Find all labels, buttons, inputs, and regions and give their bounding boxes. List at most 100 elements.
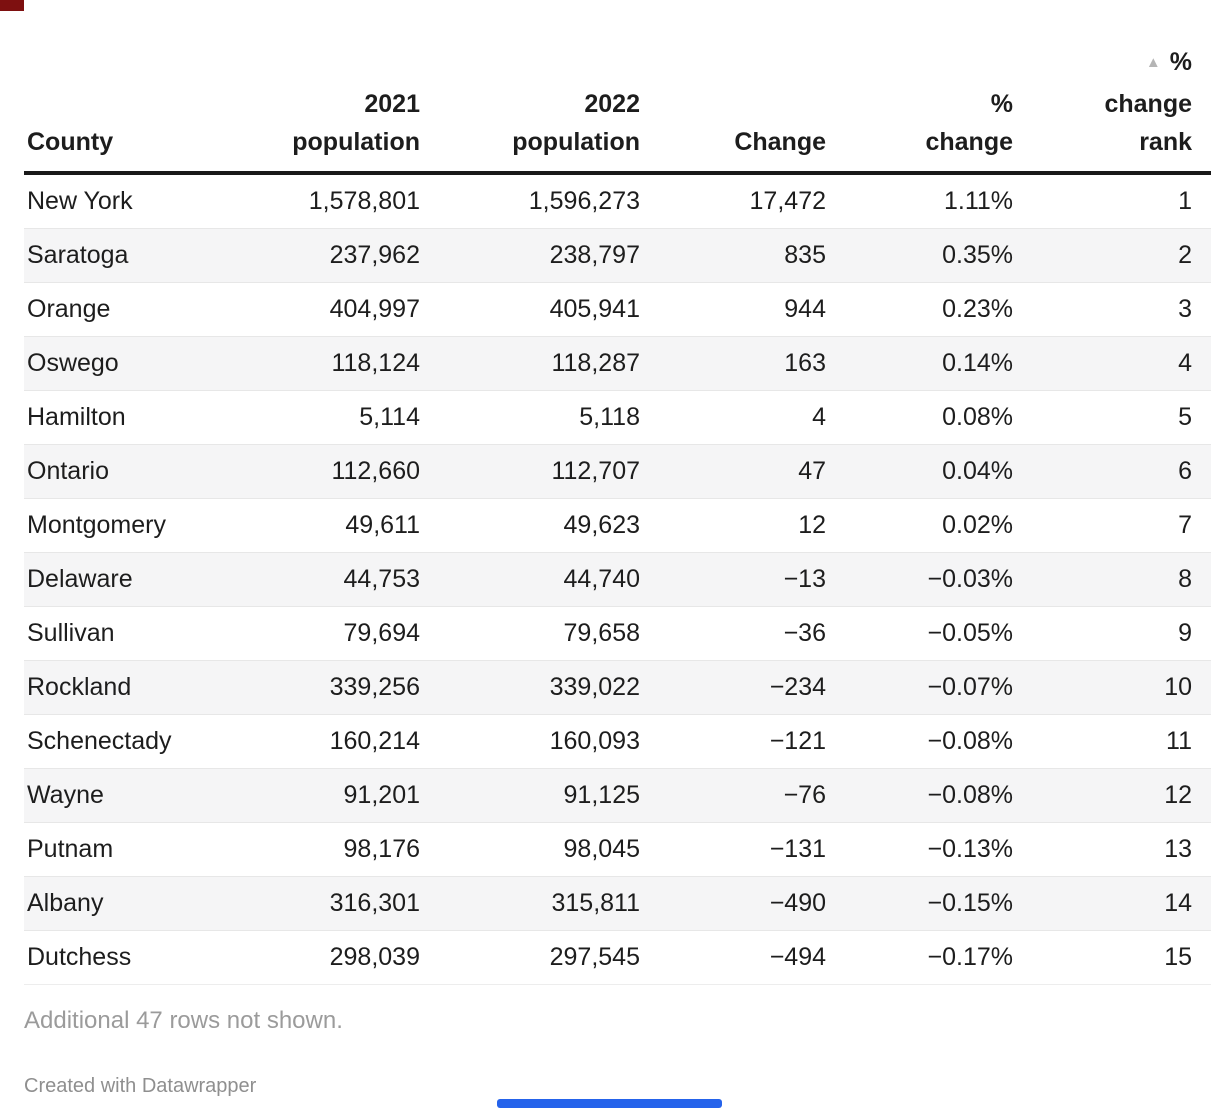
cell-pct-change: −0.13% — [927, 835, 1014, 863]
cell-pop2021: 118,124 — [331, 349, 420, 377]
cell-pct-change-rank: 11 — [1166, 727, 1192, 755]
cell-pop2022: 98,045 — [563, 835, 640, 863]
cell-pct-change-rank: 2 — [1178, 241, 1192, 269]
table-row: Wayne 91,201 91,125 −76 −0.08% 12 — [24, 768, 1211, 823]
table-row: New York 1,578,801 1,596,273 17,472 1.11% 1 — [24, 173, 1211, 229]
cell-pct-change-rank: 3 — [1178, 295, 1192, 323]
cell-change: −76 — [783, 781, 826, 809]
cell-county: Oswego — [27, 349, 119, 377]
cell-change: −234 — [769, 673, 826, 701]
cell-pop2022: 160,093 — [549, 727, 640, 755]
datawrapper-attribution[interactable]: Created with Datawrapper — [24, 1075, 257, 1097]
table-row: Hamilton 5,114 5,118 4 0.08% 5 — [24, 390, 1211, 445]
cell-pop2021: 404,997 — [329, 295, 420, 323]
column-header-pop2021[interactable]: 2021 population — [292, 90, 420, 156]
table-row: Ontario 112,660 112,707 47 0.04% 6 — [24, 444, 1211, 499]
cell-pct-change: 1.11% — [943, 187, 1013, 215]
cell-pop2022: 112,707 — [551, 457, 640, 485]
cell-pct-change: −0.17% — [927, 943, 1014, 971]
cell-pop2021: 112,660 — [331, 457, 420, 485]
cell-change: 944 — [784, 295, 826, 323]
cell-pop2022: 91,125 — [563, 781, 640, 809]
cell-change: 163 — [784, 349, 826, 377]
cell-pop2021: 160,214 — [329, 727, 420, 755]
cell-county: Dutchess — [27, 943, 132, 971]
population-table: County 2021 population 2022 population Change… — [24, 43, 1211, 985]
cell-county: Rockland — [27, 673, 132, 701]
cell-county: Orange — [27, 295, 111, 323]
cell-county: New York — [27, 187, 133, 215]
cell-pct-change: 0.23% — [942, 295, 1013, 323]
cell-county: Hamilton — [27, 403, 126, 431]
cell-pct-change-rank: 10 — [1164, 673, 1192, 701]
population-change-table-widget: County 2021 population 2022 population Change… — [24, 43, 1211, 1098]
cell-pop2022: 44,740 — [563, 565, 640, 593]
column-header-pct-change-rank[interactable]: ▲% change rank — [1104, 48, 1192, 156]
cell-county: Ontario — [27, 457, 109, 485]
cell-pct-change: −0.15% — [927, 889, 1014, 917]
cell-pop2022: 238,797 — [549, 241, 640, 269]
column-header-pct-change[interactable]: % change — [925, 90, 1013, 156]
cell-pct-change: −0.03% — [927, 565, 1014, 593]
cell-pct-change-rank: 13 — [1164, 835, 1192, 863]
cell-pop2021: 5,114 — [359, 403, 420, 431]
cell-pct-change-rank: 1 — [1178, 187, 1192, 215]
cell-pct-change-rank: 8 — [1178, 565, 1192, 593]
sort-ascending-icon: ▲ — [1145, 54, 1161, 71]
cell-pop2022: 5,118 — [579, 403, 640, 431]
cell-pct-change-rank: 4 — [1178, 349, 1192, 377]
cell-change: −494 — [769, 943, 826, 971]
table-row: Rockland 339,256 339,022 −234 −0.07% 10 — [24, 660, 1211, 715]
cell-pct-change: 0.14% — [942, 349, 1013, 377]
cell-county: Montgomery — [27, 511, 166, 539]
cell-pop2021: 79,694 — [343, 619, 420, 647]
cell-pop2021: 91,201 — [343, 781, 420, 809]
cell-pct-change: −0.08% — [927, 781, 1014, 809]
cell-county: Putnam — [27, 835, 114, 863]
cell-pop2021: 237,962 — [329, 241, 420, 269]
cell-pct-change-rank: 5 — [1178, 403, 1192, 431]
cell-pop2022: 315,811 — [551, 889, 640, 917]
cell-pop2022: 1,596,273 — [528, 187, 640, 215]
cell-change: −490 — [769, 889, 826, 917]
cell-pop2021: 49,611 — [345, 511, 420, 539]
cell-change: −121 — [769, 727, 826, 755]
cell-pct-change: −0.07% — [927, 673, 1014, 701]
column-header-pop2022[interactable]: 2022 population — [512, 90, 640, 156]
cell-pop2022: 339,022 — [549, 673, 640, 701]
table-row: Albany 316,301 315,811 −490 −0.15% 14 — [24, 876, 1211, 931]
cell-change: 835 — [784, 241, 826, 269]
cell-change: 17,472 — [749, 187, 826, 215]
table-row: Delaware 44,753 44,740 −13 −0.03% 8 — [24, 552, 1211, 607]
cell-pop2021: 98,176 — [343, 835, 420, 863]
table-row: Schenectady 160,214 160,093 −121 −0.08% 11 — [24, 714, 1211, 769]
table-row: Oswego 118,124 118,287 163 0.14% 4 — [24, 336, 1211, 391]
cell-county: Wayne — [27, 781, 104, 809]
cell-county: Sullivan — [27, 619, 115, 647]
table-body: New York 1,578,801 1,596,273 17,472 1.11% 1 Sa… — [24, 173, 1211, 985]
bottom-marker-bar — [497, 1099, 722, 1108]
cell-pop2021: 298,039 — [329, 943, 420, 971]
cell-county: Saratoga — [27, 241, 129, 269]
cell-pct-change: 0.02% — [942, 511, 1013, 539]
cell-pct-change-rank: 12 — [1164, 781, 1192, 809]
cell-county: Albany — [27, 889, 104, 917]
rows-not-shown-note: Additional 47 rows not shown. — [24, 1007, 343, 1034]
cell-change: −36 — [783, 619, 826, 647]
table-row: Orange 404,997 405,941 944 0.23% 3 — [24, 282, 1211, 337]
cell-pct-change: 0.04% — [942, 457, 1013, 485]
table-row: Sullivan 79,694 79,658 −36 −0.05% 9 — [24, 606, 1211, 661]
cell-pct-change: −0.05% — [927, 619, 1014, 647]
cell-pct-change-rank: 14 — [1164, 889, 1192, 917]
column-header-change[interactable]: Change — [734, 128, 826, 156]
table-row: Putnam 98,176 98,045 −131 −0.13% 13 — [24, 822, 1211, 877]
cell-pop2022: 405,941 — [549, 295, 640, 323]
cell-pct-change-rank: 6 — [1178, 457, 1192, 485]
cell-pop2022: 79,658 — [563, 619, 640, 647]
column-header-county[interactable]: County — [27, 128, 114, 156]
cell-county: Delaware — [27, 565, 133, 593]
table-row: Dutchess 298,039 297,545 −494 −0.17% 15 — [24, 930, 1211, 985]
table-row: Montgomery 49,611 49,623 12 0.02% 7 — [24, 498, 1211, 553]
cell-pct-change-rank: 15 — [1164, 943, 1192, 971]
cell-change: 12 — [798, 511, 826, 539]
